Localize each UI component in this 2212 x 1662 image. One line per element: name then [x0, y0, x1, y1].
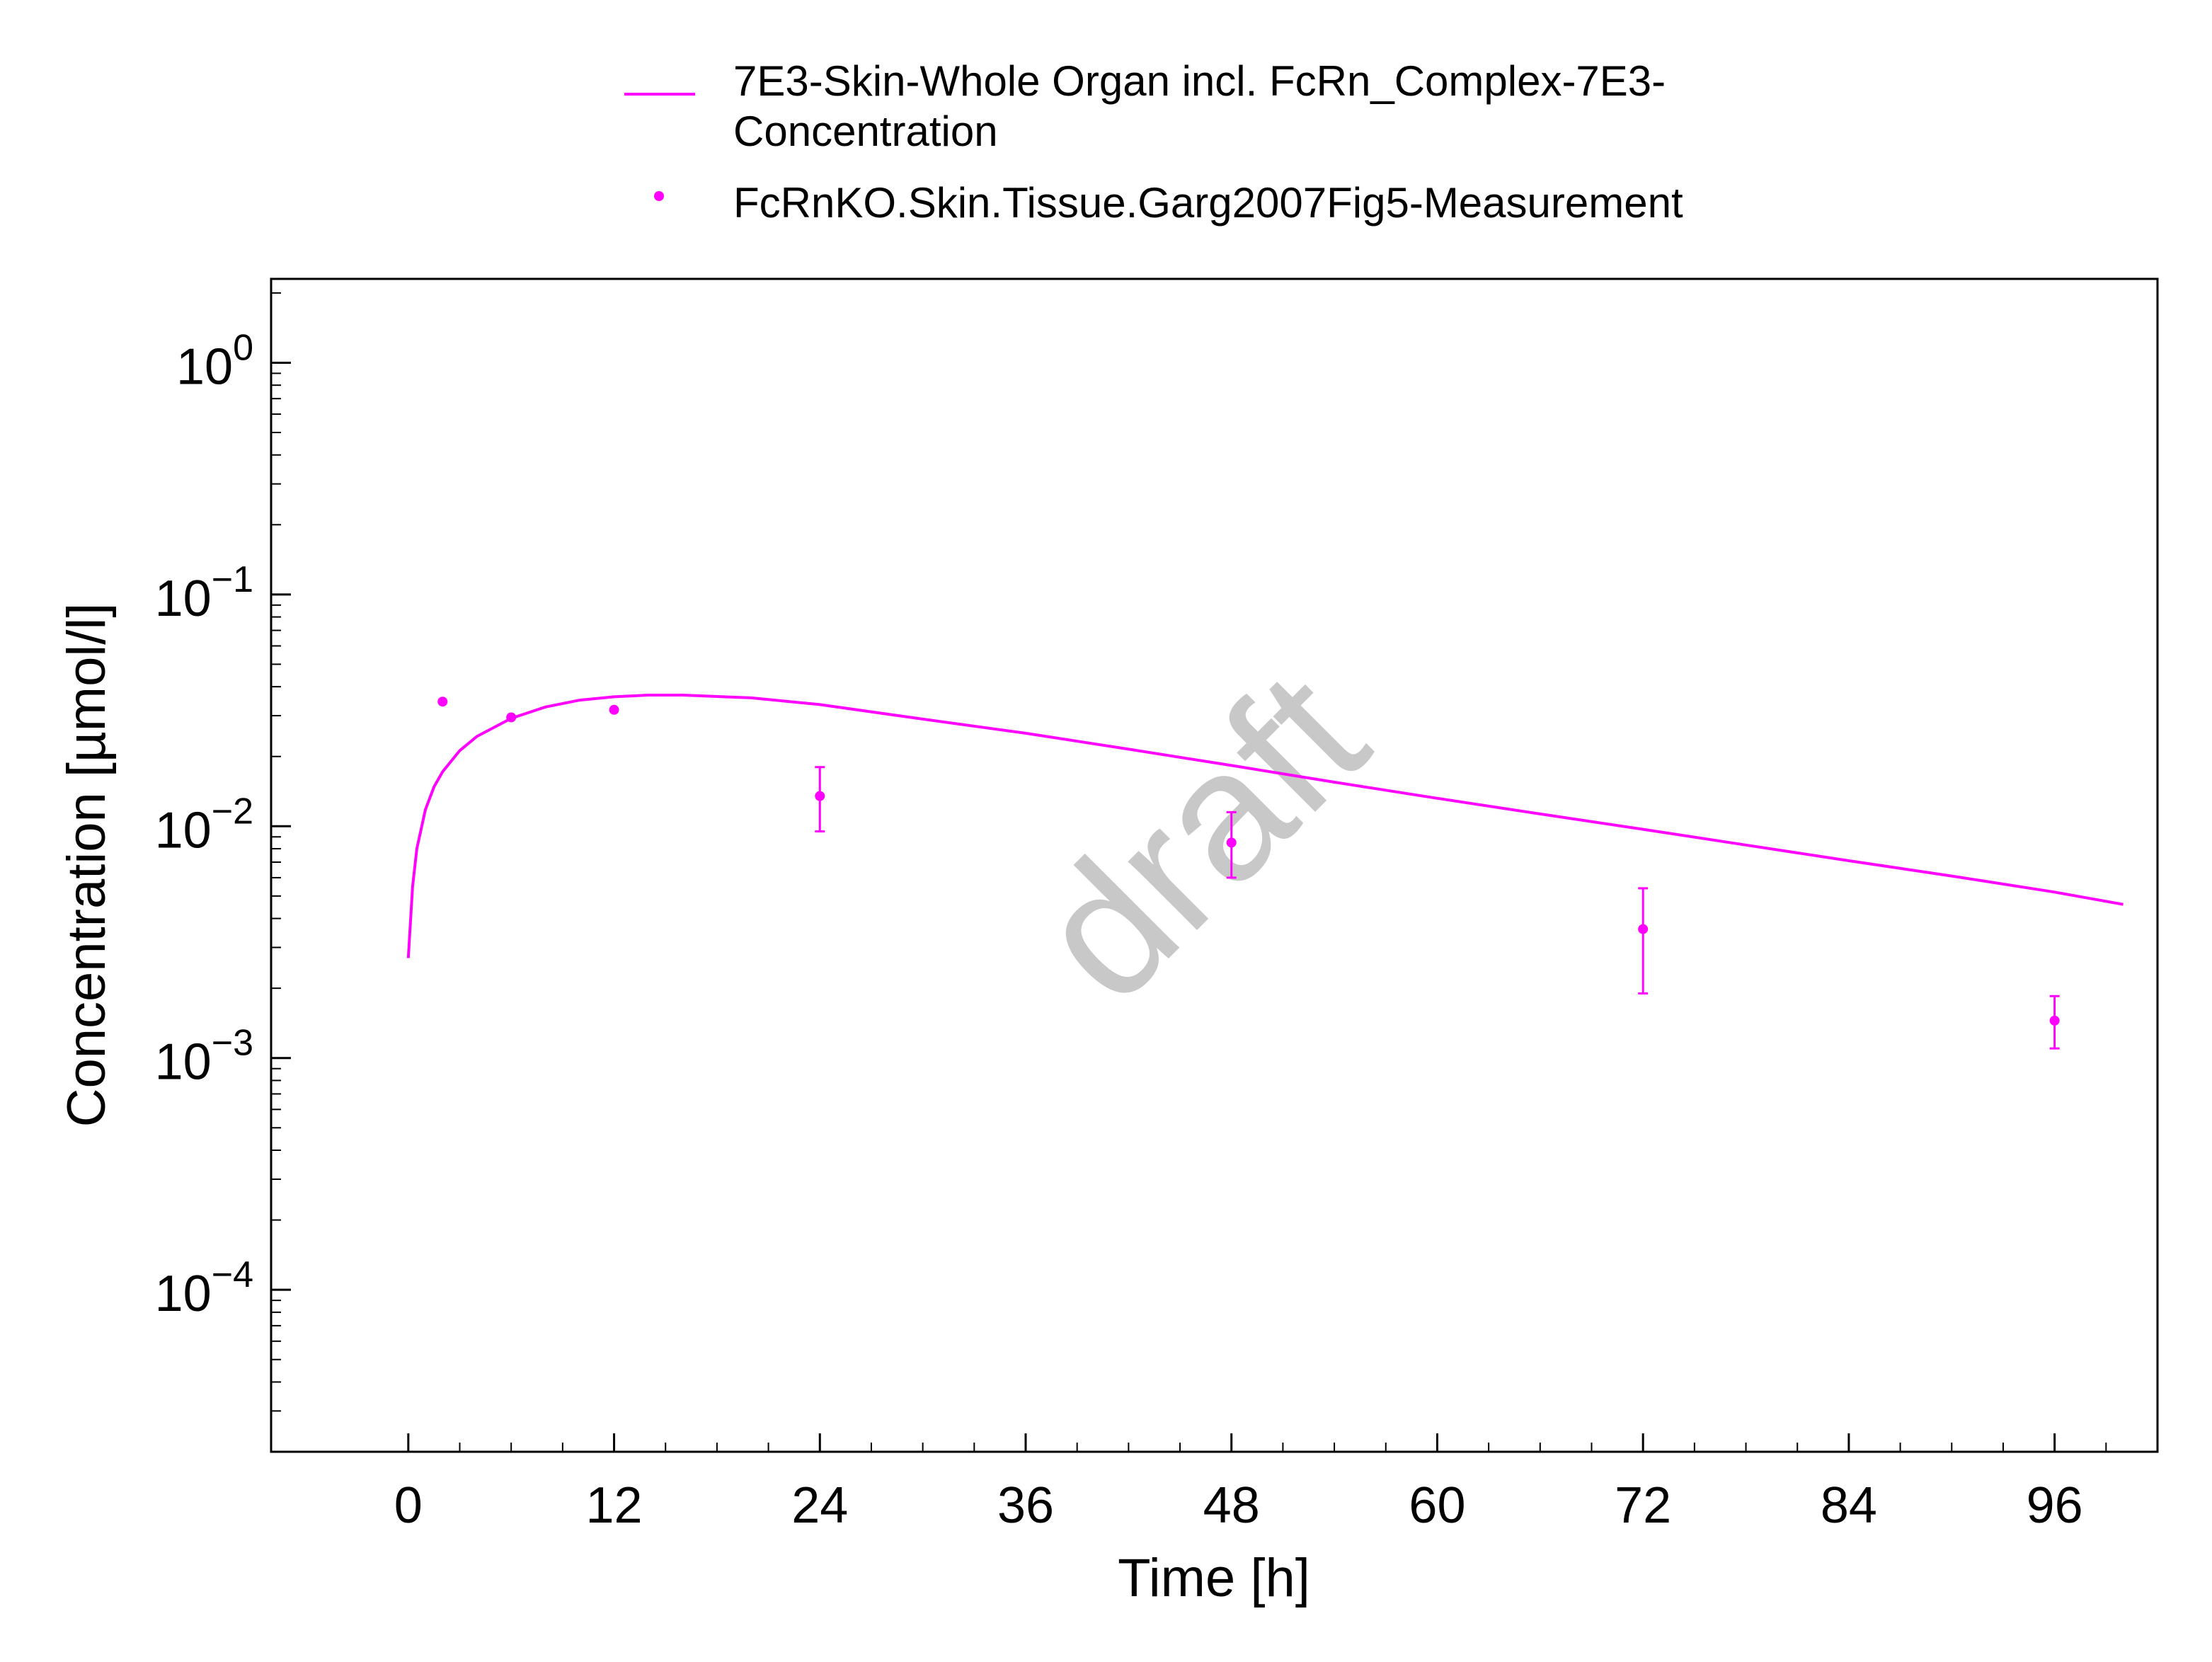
plot-area [270, 277, 2159, 1453]
x-tick-label-0: 0 [394, 1477, 423, 1534]
y-axis: 100 10−1 10−2 10−3 10−4 [155, 292, 291, 1452]
measurement-point [815, 791, 825, 801]
y-tick-label: 100 [176, 327, 253, 395]
x-axis: 0 12 24 36 48 60 72 84 96 [394, 1433, 2107, 1534]
legend: 7E3-Skin-Whole Organ incl. FcRn_Complex-… [624, 57, 1683, 227]
measurement-point [437, 697, 448, 707]
measurement-point [609, 704, 619, 715]
legend-marker-swatch [654, 191, 664, 201]
measurement-point [1638, 924, 1649, 934]
x-tick-label-24: 24 [791, 1477, 848, 1534]
legend-marker-label: FcRnKO.Skin.Tissue.Garg2007Fig5-Measurem… [733, 179, 1683, 227]
y-tick-label: 10−3 [155, 1023, 253, 1091]
measurement-point [506, 712, 517, 723]
x-tick-label-48: 48 [1203, 1477, 1260, 1534]
measurement-point [2049, 1015, 2060, 1026]
series-line-7e3-skin-concentration [406, 694, 2124, 958]
measurement-point [1226, 837, 1237, 848]
y-tick-label: 10−4 [155, 1254, 253, 1322]
x-tick-label-60: 60 [1409, 1477, 1465, 1534]
legend-line-label-2: Concentration [733, 108, 998, 155]
y-tick-label: 10−1 [155, 559, 253, 627]
legend-line-label-1: 7E3-Skin-Whole Organ incl. FcRn_Complex-… [733, 57, 1666, 105]
x-tick-label-96: 96 [2027, 1477, 2083, 1534]
x-tick-label-12: 12 [585, 1477, 642, 1534]
series-layer [406, 694, 2124, 1050]
x-tick-label-36: 36 [997, 1477, 1054, 1534]
x-tick-label-84: 84 [1821, 1477, 1877, 1534]
x-axis-title: Time [h] [1118, 1548, 1310, 1608]
y-tick-label: 10−2 [155, 791, 253, 859]
measurement-points [437, 697, 2060, 1050]
x-tick-label-72: 72 [1615, 1477, 1671, 1534]
draft-watermark: draft [999, 634, 1405, 1040]
y-axis-title: Concentration [µmol/l] [57, 603, 117, 1128]
